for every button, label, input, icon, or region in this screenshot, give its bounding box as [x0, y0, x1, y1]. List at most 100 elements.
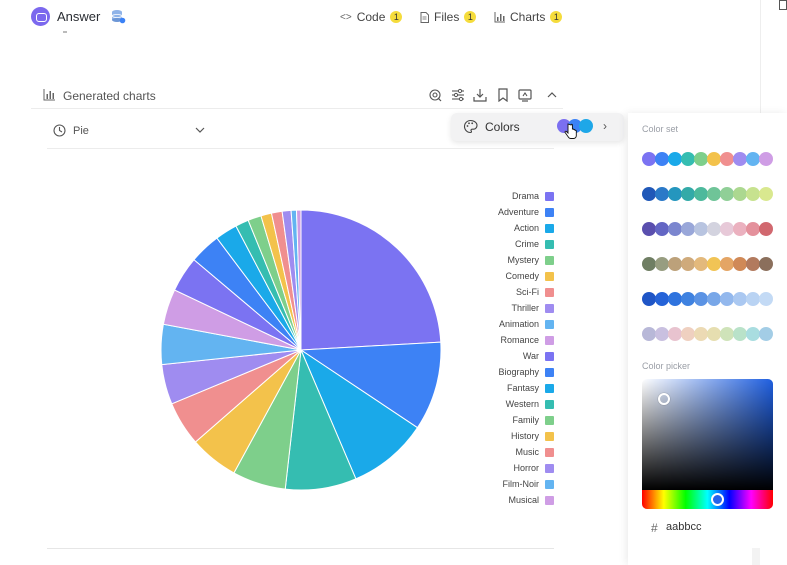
legend-label: Musical: [508, 495, 539, 505]
color-swatch: [707, 152, 721, 166]
color-swatch: [694, 257, 708, 271]
legend-item[interactable]: Music: [470, 446, 555, 460]
legend-label: Biography: [498, 367, 539, 377]
legend-item[interactable]: Biography: [470, 366, 555, 380]
color-swatch: [733, 187, 747, 201]
legend-swatch: [545, 304, 554, 313]
legend-label: Horror: [513, 463, 539, 473]
picker-handle[interactable]: [658, 393, 670, 405]
legend-label: Action: [513, 223, 539, 233]
legend-item[interactable]: Crime: [470, 238, 555, 252]
color-set-option[interactable]: [642, 327, 777, 341]
legend-label: Crime: [515, 239, 539, 249]
collapse-icon[interactable]: [545, 88, 559, 102]
side-panel-edge: [760, 0, 787, 120]
legend-label: War: [522, 351, 539, 361]
color-swatch: [746, 152, 760, 166]
pie-slice-drama[interactable]: [300, 209, 442, 351]
legend-item[interactable]: Comedy: [470, 270, 555, 284]
color-swatch: [720, 187, 734, 201]
hex-input[interactable]: aabbcc: [666, 521, 702, 533]
color-swatch: [694, 222, 708, 236]
color-preview-dot: [579, 119, 593, 133]
saturation-field[interactable]: [642, 379, 773, 490]
legend-item[interactable]: Fantasy: [470, 382, 555, 396]
chevron-right-icon: ›: [603, 119, 607, 133]
color-swatch: [655, 222, 669, 236]
color-swatch: [759, 327, 773, 341]
color-swatch: [707, 187, 721, 201]
bar-chart-icon: [43, 89, 55, 101]
color-swatch: [655, 187, 669, 201]
divider: [47, 548, 554, 549]
pie-slice-adventure[interactable]: [299, 341, 442, 429]
colors-button[interactable]: Colors ›: [451, 113, 624, 141]
tab-charts-label: Charts: [510, 10, 546, 24]
color-swatch: [707, 257, 721, 271]
legend-label: Comedy: [505, 271, 539, 281]
legend-item[interactable]: War: [470, 350, 555, 364]
color-swatch: [707, 327, 721, 341]
download-icon[interactable]: [473, 88, 487, 102]
palette-icon: [463, 119, 478, 134]
color-swatch: [746, 292, 760, 306]
color-set-option[interactable]: [642, 152, 777, 166]
legend-item[interactable]: Romance: [470, 334, 555, 348]
analyze-icon[interactable]: [428, 88, 442, 102]
color-swatch: [759, 292, 773, 306]
color-swatch: [733, 292, 747, 306]
legend-item[interactable]: History: [470, 430, 555, 444]
color-swatch: [642, 222, 656, 236]
color-swatch: [642, 257, 656, 271]
color-set-option[interactable]: [642, 292, 777, 306]
tab-code-label: Code: [356, 10, 386, 24]
color-swatch: [733, 257, 747, 271]
color-set-option[interactable]: [642, 222, 777, 236]
hue-handle[interactable]: [711, 493, 724, 506]
hue-slider[interactable]: [642, 490, 773, 509]
color-swatch: [759, 222, 773, 236]
color-set-label: Color set: [642, 124, 679, 134]
legend-item[interactable]: Adventure: [470, 206, 555, 220]
legend-item[interactable]: Mystery: [470, 254, 555, 268]
legend-label: Drama: [511, 191, 539, 201]
color-swatch: [681, 222, 695, 236]
legend-item[interactable]: Horror: [470, 462, 555, 476]
legend-item[interactable]: Thriller: [470, 302, 555, 316]
legend-label: Sci-Fi: [516, 287, 539, 297]
color-swatch: [655, 152, 669, 166]
legend-item[interactable]: Drama: [470, 190, 555, 204]
color-swatch: [720, 222, 734, 236]
colors-label: Colors: [485, 120, 520, 134]
color-swatch: [720, 292, 734, 306]
present-icon[interactable]: [518, 88, 532, 102]
legend-item[interactable]: Family: [470, 414, 555, 428]
tab-files[interactable]: Files 1: [420, 10, 477, 24]
pie-slice-action[interactable]: [299, 348, 419, 480]
color-swatch: [694, 327, 708, 341]
app-logo-icon: [31, 7, 50, 26]
chart-type-select[interactable]: Pie: [47, 112, 554, 149]
legend-item[interactable]: Animation: [470, 318, 555, 332]
pie-slice-musical[interactable]: [295, 209, 302, 351]
color-swatch: [668, 222, 682, 236]
tab-files-label: Files: [434, 10, 460, 24]
tab-code[interactable]: <> Code 1: [340, 10, 403, 24]
panel-toggle-icon[interactable]: [779, 0, 787, 10]
legend-item[interactable]: Sci-Fi: [470, 286, 555, 300]
color-set-option[interactable]: [642, 257, 777, 271]
legend-item[interactable]: Action: [470, 222, 555, 236]
tab-files-badge: 1: [464, 11, 477, 23]
legend-swatch: [545, 336, 554, 345]
legend-item[interactable]: Musical: [470, 494, 555, 508]
color-set-option[interactable]: [642, 187, 777, 201]
sliders-icon[interactable]: [451, 88, 465, 102]
legend-item[interactable]: Western: [470, 398, 555, 412]
bookmark-icon[interactable]: [496, 88, 510, 102]
color-swatch: [733, 222, 747, 236]
legend-item[interactable]: Film-Noir: [470, 478, 555, 492]
tab-charts[interactable]: Charts 1: [494, 10, 563, 24]
color-swatch: [681, 257, 695, 271]
pie-chart: [160, 209, 442, 491]
database-icon[interactable]: [110, 9, 126, 24]
